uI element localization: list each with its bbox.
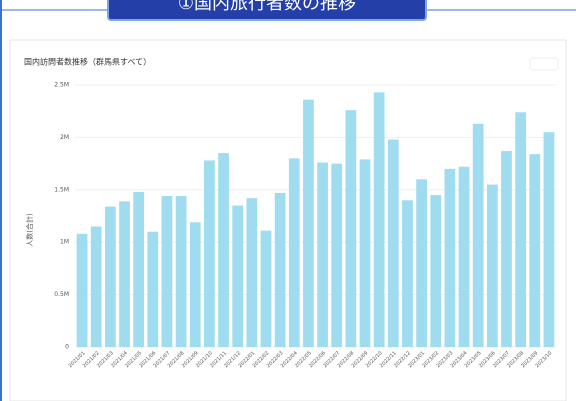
bar xyxy=(260,230,272,347)
bar xyxy=(161,196,173,347)
bar xyxy=(147,231,159,347)
chart-title: 国内訪問者数推移（群馬県すべて） xyxy=(24,57,151,67)
y-tick-label: 0 xyxy=(65,344,69,351)
bar xyxy=(402,200,413,347)
banner xyxy=(107,0,427,21)
bar xyxy=(345,110,357,347)
bar xyxy=(416,179,427,347)
menu-button[interactable] xyxy=(529,57,559,71)
bar xyxy=(501,151,512,347)
bar xyxy=(373,92,385,347)
bar xyxy=(543,132,555,347)
y-tick-label: 0.5M xyxy=(54,291,69,298)
y-tick-label: 2.5M xyxy=(54,82,69,89)
bar xyxy=(387,139,399,347)
bar xyxy=(189,222,201,347)
y-tick-label: 1.5M xyxy=(54,186,69,193)
bar xyxy=(133,191,145,347)
bar xyxy=(204,160,215,347)
bar xyxy=(303,99,314,347)
y-axis-label: 人数(合計) xyxy=(25,213,34,247)
bar xyxy=(359,159,371,347)
bar xyxy=(104,206,116,347)
bar xyxy=(274,192,286,347)
bar xyxy=(331,163,343,347)
bar xyxy=(515,112,527,347)
bar xyxy=(444,168,456,347)
bar xyxy=(218,153,229,347)
bar xyxy=(317,162,328,347)
y-tick-label: 2M xyxy=(60,134,69,141)
bar xyxy=(458,166,470,347)
bar xyxy=(486,184,498,347)
banner-title: ①国内旅行者数の推移 xyxy=(178,0,356,14)
bar xyxy=(529,154,541,347)
bar xyxy=(76,233,88,347)
bar xyxy=(90,226,102,347)
bar xyxy=(472,123,484,347)
bar xyxy=(288,158,300,347)
bar xyxy=(232,205,244,347)
bar xyxy=(119,201,130,347)
bar xyxy=(175,196,187,347)
bar xyxy=(246,198,258,347)
y-tick-label: 1M xyxy=(60,239,69,246)
bar xyxy=(430,195,442,347)
